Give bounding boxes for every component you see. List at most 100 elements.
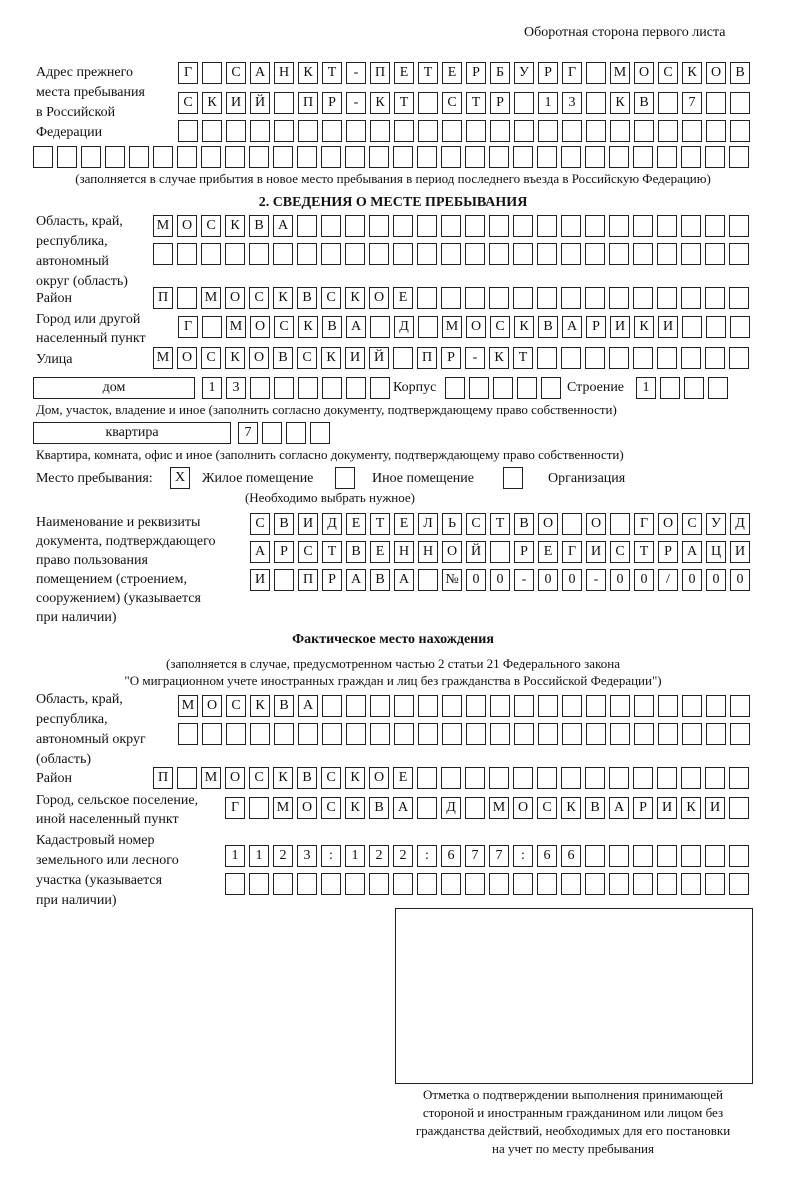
city-cell[interactable]: В [538, 316, 558, 338]
region-row2-cell[interactable] [297, 243, 317, 265]
actual-district-cell[interactable]: К [345, 767, 365, 789]
house-number-cell[interactable] [370, 377, 390, 399]
region-row1-cell[interactable] [297, 215, 317, 237]
street-cell[interactable]: В [273, 347, 293, 369]
prev-address-row1-cell[interactable]: Г [562, 62, 582, 84]
region-row1-cell[interactable] [609, 215, 629, 237]
district-cell[interactable] [417, 287, 437, 309]
region-row2-cell[interactable] [249, 243, 269, 265]
doc-row1-cell[interactable]: Т [370, 513, 390, 535]
actual-city-cell[interactable]: О [297, 797, 317, 819]
prev-address-row3-cell[interactable] [658, 120, 678, 142]
prev-address-row2-cell[interactable]: Р [490, 92, 510, 114]
actual-region-row1-cell[interactable]: М [178, 695, 198, 717]
cadastre-row1-cell[interactable]: 2 [273, 845, 293, 867]
actual-region-row1-cell[interactable] [586, 695, 606, 717]
region-row2-cell[interactable] [321, 243, 341, 265]
district-cell[interactable]: Е [393, 287, 413, 309]
prev-address-row3-cell[interactable] [178, 120, 198, 142]
actual-region-row1-cell[interactable] [370, 695, 390, 717]
actual-city-cell[interactable]: А [393, 797, 413, 819]
house-number-cell[interactable]: 3 [226, 377, 246, 399]
actual-district-cell[interactable] [441, 767, 461, 789]
actual-district-cell[interactable] [609, 767, 629, 789]
actual-region-row1-cell[interactable]: О [202, 695, 222, 717]
actual-region-row2-cell[interactable] [370, 723, 390, 745]
actual-region-row1-cell[interactable] [346, 695, 366, 717]
prev-address-row2-cell[interactable]: И [226, 92, 246, 114]
street-cell[interactable] [657, 347, 677, 369]
prev-address-row1-cell[interactable] [586, 62, 606, 84]
actual-city-cell[interactable] [729, 797, 749, 819]
doc-row3-cell[interactable]: 0 [682, 569, 702, 591]
street-cell[interactable]: К [321, 347, 341, 369]
actual-region-row2-cell[interactable] [706, 723, 726, 745]
actual-district-cell[interactable] [633, 767, 653, 789]
actual-region-row2-cell[interactable] [490, 723, 510, 745]
prev-address-row1-cell[interactable]: Е [442, 62, 462, 84]
street-cell[interactable]: Й [369, 347, 389, 369]
prev-address-row4-cell[interactable] [345, 146, 365, 168]
city-cell[interactable]: А [562, 316, 582, 338]
flat-number-cell[interactable]: 7 [238, 422, 258, 444]
cadastre-row1-cell[interactable]: 2 [369, 845, 389, 867]
city-cell[interactable]: М [442, 316, 462, 338]
doc-row3-cell[interactable] [274, 569, 294, 591]
korpus-cell[interactable] [517, 377, 537, 399]
cadastre-row2-cell[interactable] [321, 873, 341, 895]
actual-region-row2-cell[interactable] [610, 723, 630, 745]
doc-row1-cell[interactable] [562, 513, 582, 535]
prev-address-row2-cell[interactable]: Р [322, 92, 342, 114]
cadastre-row2-cell[interactable] [441, 873, 461, 895]
region-row2-cell[interactable] [273, 243, 293, 265]
prev-address-row1-cell[interactable]: К [682, 62, 702, 84]
region-row2-cell[interactable] [585, 243, 605, 265]
district-cell[interactable]: П [153, 287, 173, 309]
doc-row3-cell[interactable]: 0 [610, 569, 630, 591]
prev-address-row3-cell[interactable] [394, 120, 414, 142]
prev-address-row3-cell[interactable] [610, 120, 630, 142]
cadastre-row2-cell[interactable] [345, 873, 365, 895]
doc-row1-cell[interactable]: Л [418, 513, 438, 535]
city-cell[interactable]: О [466, 316, 486, 338]
doc-row2-cell[interactable]: А [250, 541, 270, 563]
street-cell[interactable] [705, 347, 725, 369]
prev-address-row1-cell[interactable]: Б [490, 62, 510, 84]
prev-address-row3-cell[interactable] [226, 120, 246, 142]
prev-address-row4-cell[interactable] [681, 146, 701, 168]
doc-row2-cell[interactable]: Е [370, 541, 390, 563]
actual-region-row2-cell[interactable] [442, 723, 462, 745]
actual-city-cell[interactable]: И [657, 797, 677, 819]
actual-region-row1-cell[interactable] [682, 695, 702, 717]
actual-region-row2-cell[interactable] [178, 723, 198, 745]
district-cell[interactable] [537, 287, 557, 309]
district-cell[interactable]: К [345, 287, 365, 309]
actual-city-cell[interactable]: К [681, 797, 701, 819]
city-cell[interactable]: О [250, 316, 270, 338]
prev-address-row1-cell[interactable] [202, 62, 222, 84]
prev-address-row2-cell[interactable]: П [298, 92, 318, 114]
actual-region-row2-cell[interactable] [466, 723, 486, 745]
cadastre-row2-cell[interactable] [249, 873, 269, 895]
actual-district-cell[interactable] [417, 767, 437, 789]
doc-row3-cell[interactable]: В [370, 569, 390, 591]
doc-row1-cell[interactable]: Г [634, 513, 654, 535]
prev-address-row4-cell[interactable] [177, 146, 197, 168]
actual-region-row2-cell[interactable] [202, 723, 222, 745]
stay-option-residential-checkbox[interactable]: X [170, 467, 190, 489]
actual-district-cell[interactable]: Е [393, 767, 413, 789]
cadastre-row2-cell[interactable] [561, 873, 581, 895]
prev-address-row3-cell[interactable] [538, 120, 558, 142]
stroenie-cell[interactable] [708, 377, 728, 399]
actual-district-cell[interactable] [681, 767, 701, 789]
district-cell[interactable]: О [225, 287, 245, 309]
cadastre-row1-cell[interactable]: 1 [345, 845, 365, 867]
cadastre-row2-cell[interactable] [369, 873, 389, 895]
actual-city-cell[interactable]: А [609, 797, 629, 819]
actual-district-cell[interactable]: К [273, 767, 293, 789]
doc-row3-cell[interactable] [418, 569, 438, 591]
house-number-cell[interactable] [250, 377, 270, 399]
prev-address-row3-cell[interactable] [466, 120, 486, 142]
doc-row1-cell[interactable]: О [586, 513, 606, 535]
actual-region-row2-cell[interactable] [562, 723, 582, 745]
